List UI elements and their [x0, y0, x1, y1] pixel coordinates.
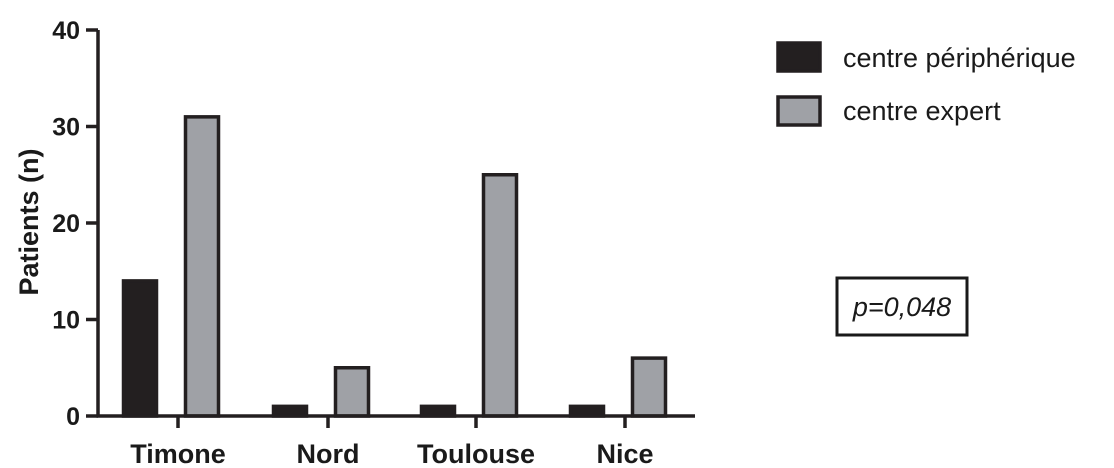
- p-value-box: [835, 276, 969, 337]
- y-axis-title: Patients (n): [14, 148, 44, 295]
- bars-layer: [121, 115, 668, 418]
- legend: centre périphérique centre expert: [776, 41, 1076, 127]
- p-value-annotation: p=0,048: [835, 276, 969, 337]
- y-tick-label-30: 30: [52, 114, 80, 142]
- y-tick-label-20: 20: [52, 210, 80, 238]
- axes-layer: 0 10 20 30 40 Timone Nord Toulouse Nice: [52, 17, 695, 468]
- bar-timone-series-1: [121, 279, 159, 418]
- p-value-text: p=0,048: [852, 292, 951, 322]
- x-tick-label-toulouse: Toulouse: [417, 439, 535, 468]
- bar-toulouse-series-2: [481, 173, 519, 418]
- legend-label-2: centre expert: [843, 96, 1001, 126]
- x-tick-label-nord: Nord: [297, 439, 360, 468]
- bar-nord-series-2: [333, 366, 371, 418]
- legend-swatch-1: [776, 41, 822, 73]
- legend-swatch-2: [776, 95, 822, 127]
- x-tick-label-timone: Timone: [130, 439, 226, 468]
- bar-timone-series-2: [183, 115, 221, 418]
- y-tick-label-0: 0: [66, 403, 80, 431]
- legend-label-1: centre périphérique: [843, 43, 1076, 73]
- y-tick-label-40: 40: [52, 17, 80, 45]
- x-tick-label-nice: Nice: [596, 439, 653, 468]
- y-tick-label-10: 10: [52, 307, 80, 335]
- bar-nice-series-2: [630, 356, 668, 418]
